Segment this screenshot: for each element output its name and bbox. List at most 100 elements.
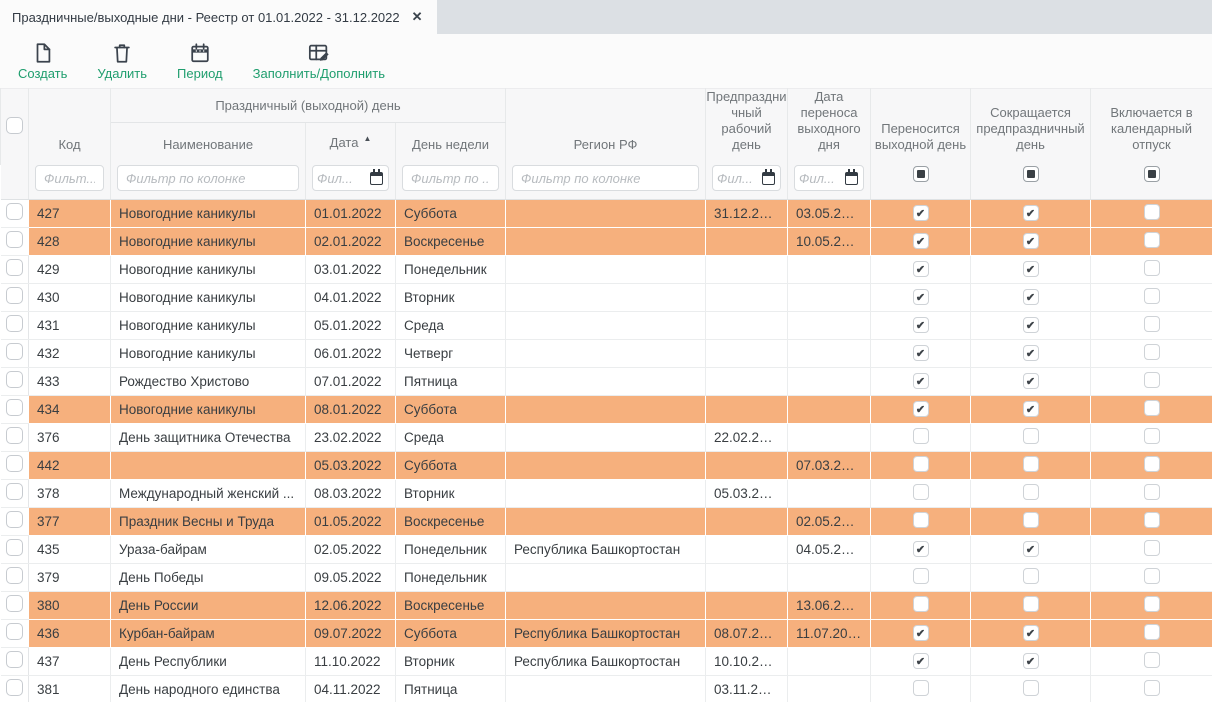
cell-pre-holiday-shortened-checkbox[interactable] bbox=[1022, 511, 1039, 528]
cell-pre-holiday-shortened-checkbox[interactable] bbox=[1022, 317, 1039, 334]
table-row[interactable]: 376 День защитника Отечества 23.02.2022 Сре… bbox=[0, 423, 1212, 452]
column-header-date[interactable]: Дата ▲ bbox=[305, 122, 396, 165]
row-select-checkbox[interactable] bbox=[5, 343, 23, 360]
cell-pre-holiday-shortened-checkbox[interactable] bbox=[1022, 261, 1039, 278]
close-icon[interactable]: ✕ bbox=[411, 9, 423, 24]
table-row[interactable]: 377 Праздник Весны и Труда 01.05.2022 Воскр… bbox=[0, 507, 1212, 536]
filter-code-input[interactable] bbox=[35, 165, 104, 191]
cell-included-in-vacation-checkbox[interactable] bbox=[1143, 259, 1160, 276]
cell-weekend-transferred-checkbox[interactable] bbox=[912, 595, 929, 612]
cell-weekend-transferred-checkbox[interactable] bbox=[912, 455, 929, 472]
row-select-checkbox[interactable] bbox=[5, 567, 23, 584]
cell-weekend-transferred-checkbox[interactable] bbox=[912, 483, 929, 500]
row-select-checkbox[interactable] bbox=[5, 623, 23, 640]
filter-included-in-vacation-checkbox[interactable] bbox=[1143, 166, 1160, 182]
table-row[interactable]: 378 Международный женский ... 08.03.2022 Вт… bbox=[0, 479, 1212, 508]
delete-button[interactable]: Удалить bbox=[97, 42, 147, 81]
row-select-checkbox[interactable] bbox=[5, 511, 23, 528]
cell-included-in-vacation-checkbox[interactable] bbox=[1143, 427, 1160, 444]
column-header-weekend-transferred[interactable]: Переносится выходной день bbox=[870, 88, 971, 165]
cell-pre-holiday-shortened-checkbox[interactable] bbox=[1022, 595, 1039, 612]
cell-pre-holiday-shortened-checkbox[interactable] bbox=[1022, 483, 1039, 500]
fill-append-button[interactable]: Заполнить/Дополнить bbox=[253, 42, 385, 81]
create-button[interactable]: Создать bbox=[18, 42, 67, 81]
cell-pre-holiday-shortened-checkbox[interactable] bbox=[1022, 541, 1039, 558]
cell-weekend-transferred-checkbox[interactable] bbox=[912, 373, 929, 390]
row-select-checkbox[interactable] bbox=[5, 679, 23, 696]
cell-included-in-vacation-checkbox[interactable] bbox=[1143, 595, 1160, 612]
cell-pre-holiday-shortened-checkbox[interactable] bbox=[1022, 427, 1039, 444]
column-header-region[interactable]: Регион РФ bbox=[505, 88, 706, 165]
row-select-checkbox[interactable] bbox=[5, 371, 23, 388]
table-row[interactable]: 433 Рождество Христово 07.01.2022 Пятница bbox=[0, 367, 1212, 396]
table-row[interactable]: 434 Новогодние каникулы 08.01.2022 Суббота bbox=[0, 395, 1212, 424]
select-all-checkbox[interactable] bbox=[6, 116, 23, 134]
cell-weekend-transferred-checkbox[interactable] bbox=[912, 567, 929, 584]
sort-asc-icon[interactable]: ▲ bbox=[363, 134, 372, 143]
table-row[interactable]: 436 Курбан-байрам 09.07.2022 Суббота Республ… bbox=[0, 619, 1212, 648]
period-button[interactable]: Период bbox=[177, 42, 223, 81]
table-row[interactable]: 427 Новогодние каникулы 01.01.2022 Суббота 3… bbox=[0, 199, 1212, 228]
filter-weekend-transferred-checkbox[interactable] bbox=[912, 166, 929, 182]
row-select-checkbox[interactable] bbox=[5, 287, 23, 304]
cell-included-in-vacation-checkbox[interactable] bbox=[1143, 455, 1160, 472]
row-select-checkbox[interactable] bbox=[5, 651, 23, 668]
cell-included-in-vacation-checkbox[interactable] bbox=[1143, 371, 1160, 388]
column-header-code[interactable]: Код bbox=[28, 88, 111, 165]
column-header-pre-holiday-workday[interactable]: Предпраздничный рабочий день bbox=[705, 88, 788, 165]
cell-weekend-transferred-checkbox[interactable] bbox=[912, 205, 929, 222]
row-select-checkbox[interactable] bbox=[5, 259, 23, 276]
cell-included-in-vacation-checkbox[interactable] bbox=[1143, 511, 1160, 528]
cell-included-in-vacation-checkbox[interactable] bbox=[1143, 623, 1160, 640]
table-row[interactable]: 381 День народного единства 04.11.2022 Пятн… bbox=[0, 675, 1212, 702]
column-header-included-in-vacation[interactable]: Включается в календарный отпуск bbox=[1090, 88, 1212, 165]
cell-weekend-transferred-checkbox[interactable] bbox=[912, 345, 929, 362]
table-row[interactable]: 437 День Республики 11.10.2022 Вторник Респу… bbox=[0, 647, 1212, 676]
row-select-checkbox[interactable] bbox=[5, 203, 23, 220]
table-row[interactable]: 442 05.03.2022 Суббота 07.03.2022 bbox=[0, 451, 1212, 480]
cell-included-in-vacation-checkbox[interactable] bbox=[1143, 483, 1160, 500]
table-row[interactable]: 380 День России 12.06.2022 Воскресенье 13.06… bbox=[0, 591, 1212, 620]
row-select-checkbox[interactable] bbox=[5, 231, 23, 248]
column-header-transfer-date[interactable]: Дата переноса выходного дня bbox=[787, 88, 871, 165]
row-select-checkbox[interactable] bbox=[5, 483, 23, 500]
cell-included-in-vacation-checkbox[interactable] bbox=[1143, 651, 1160, 668]
column-header-name[interactable]: Наименование bbox=[110, 122, 306, 165]
cell-pre-holiday-shortened-checkbox[interactable] bbox=[1022, 345, 1039, 362]
cell-pre-holiday-shortened-checkbox[interactable] bbox=[1022, 567, 1039, 584]
cell-weekend-transferred-checkbox[interactable] bbox=[912, 261, 929, 278]
filter-weekday-input[interactable] bbox=[402, 165, 499, 191]
cell-weekend-transferred-checkbox[interactable] bbox=[912, 541, 929, 558]
cell-weekend-transferred-checkbox[interactable] bbox=[912, 679, 929, 696]
cell-pre-holiday-shortened-checkbox[interactable] bbox=[1022, 679, 1039, 696]
cell-included-in-vacation-checkbox[interactable] bbox=[1143, 399, 1160, 416]
table-row[interactable]: 430 Новогодние каникулы 04.01.2022 Вторник bbox=[0, 283, 1212, 312]
table-row[interactable]: 379 День Победы 09.05.2022 Понедельник bbox=[0, 563, 1212, 592]
row-select-checkbox[interactable] bbox=[5, 399, 23, 416]
cell-weekend-transferred-checkbox[interactable] bbox=[912, 317, 929, 334]
filter-name-input[interactable] bbox=[117, 165, 299, 191]
cell-pre-holiday-shortened-checkbox[interactable] bbox=[1022, 653, 1039, 670]
cell-included-in-vacation-checkbox[interactable] bbox=[1143, 539, 1160, 556]
filter-date-input[interactable] bbox=[315, 170, 370, 186]
cell-weekend-transferred-checkbox[interactable] bbox=[912, 401, 929, 418]
cell-included-in-vacation-checkbox[interactable] bbox=[1143, 679, 1160, 696]
cell-weekend-transferred-checkbox[interactable] bbox=[912, 653, 929, 670]
cell-pre-holiday-shortened-checkbox[interactable] bbox=[1022, 455, 1039, 472]
row-select-checkbox[interactable] bbox=[5, 455, 23, 472]
table-row[interactable]: 431 Новогодние каникулы 05.01.2022 Среда bbox=[0, 311, 1212, 340]
cell-included-in-vacation-checkbox[interactable] bbox=[1143, 231, 1160, 248]
cell-included-in-vacation-checkbox[interactable] bbox=[1143, 287, 1160, 304]
column-header-weekday[interactable]: День недели bbox=[395, 122, 506, 165]
cell-pre-holiday-shortened-checkbox[interactable] bbox=[1022, 233, 1039, 250]
row-select-checkbox[interactable] bbox=[5, 539, 23, 556]
table-row[interactable]: 435 Ураза-байрам 02.05.2022 Понедельник Респ… bbox=[0, 535, 1212, 564]
table-row[interactable]: 428 Новогодние каникулы 02.01.2022 Воскресе… bbox=[0, 227, 1212, 256]
cell-pre-holiday-shortened-checkbox[interactable] bbox=[1022, 289, 1039, 306]
filter-transfer-date-input[interactable] bbox=[797, 170, 845, 186]
calendar-picker-icon[interactable] bbox=[370, 168, 383, 185]
filter-pre-holiday-shortened-checkbox[interactable] bbox=[1022, 166, 1039, 182]
cell-weekend-transferred-checkbox[interactable] bbox=[912, 427, 929, 444]
filter-region-input[interactable] bbox=[512, 165, 699, 191]
cell-pre-holiday-shortened-checkbox[interactable] bbox=[1022, 401, 1039, 418]
